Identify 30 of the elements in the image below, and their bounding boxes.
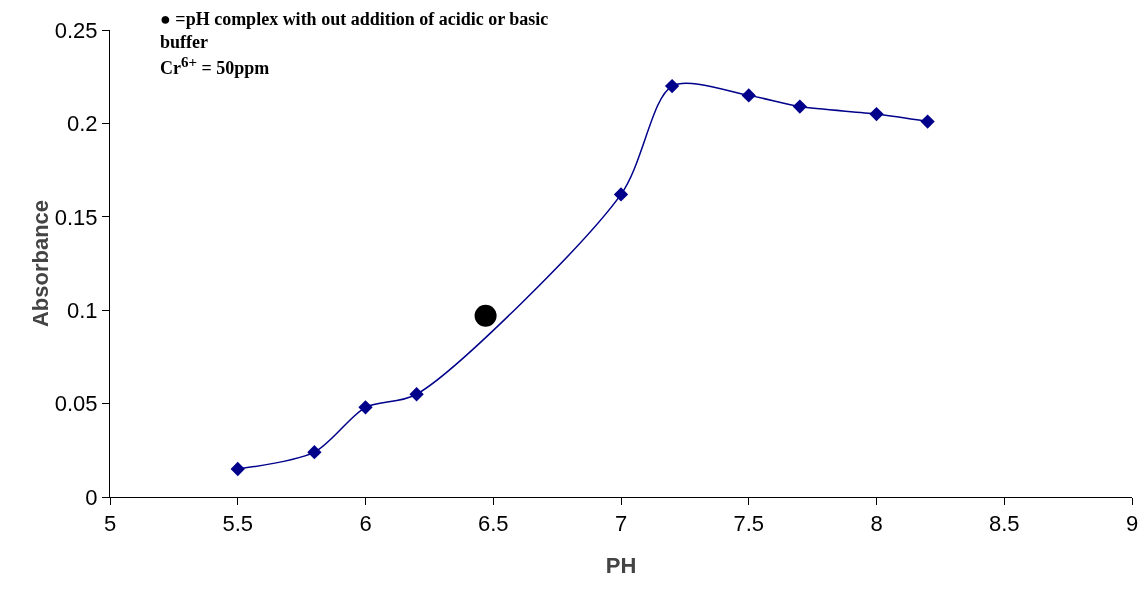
annotation: ● =pH complex with out addition of acidic or basic buffer <box>160 9 549 52</box>
y-tick-label: 0.2 <box>67 111 98 137</box>
point <box>664 78 680 94</box>
point <box>409 387 424 402</box>
x-tick-label: 6.5 <box>477 511 509 537</box>
y-axis-title: Absorbance <box>27 199 53 328</box>
x-tick-label: 5 <box>103 511 117 537</box>
x-tick-label: 9 <box>1125 511 1139 537</box>
point <box>792 99 807 114</box>
x-tick-label: 8 <box>870 511 883 537</box>
y-tick-label: 0 <box>85 484 98 510</box>
point <box>358 400 373 415</box>
x-tick-label: 8.5 <box>988 511 1020 537</box>
annotation: Cr$^{6+}$ = 50ppm <box>160 54 270 78</box>
y-tick-label: 0.1 <box>67 297 98 323</box>
y-tick-label: 0.25 <box>54 17 98 43</box>
point <box>741 88 756 103</box>
x-tick-label: 6 <box>359 511 372 537</box>
x-tick-label: 7.5 <box>733 511 765 537</box>
point <box>613 187 629 202</box>
point <box>230 461 245 477</box>
y-tick-label: 0.05 <box>54 391 98 417</box>
point <box>474 304 497 327</box>
x-axis-title: PH <box>605 553 637 578</box>
y-tick-label: 0.15 <box>54 204 98 230</box>
point <box>307 445 322 460</box>
point <box>869 106 884 122</box>
point <box>920 114 935 129</box>
x-tick-label: 7 <box>614 511 628 537</box>
x-tick-label: 5.5 <box>222 511 254 537</box>
